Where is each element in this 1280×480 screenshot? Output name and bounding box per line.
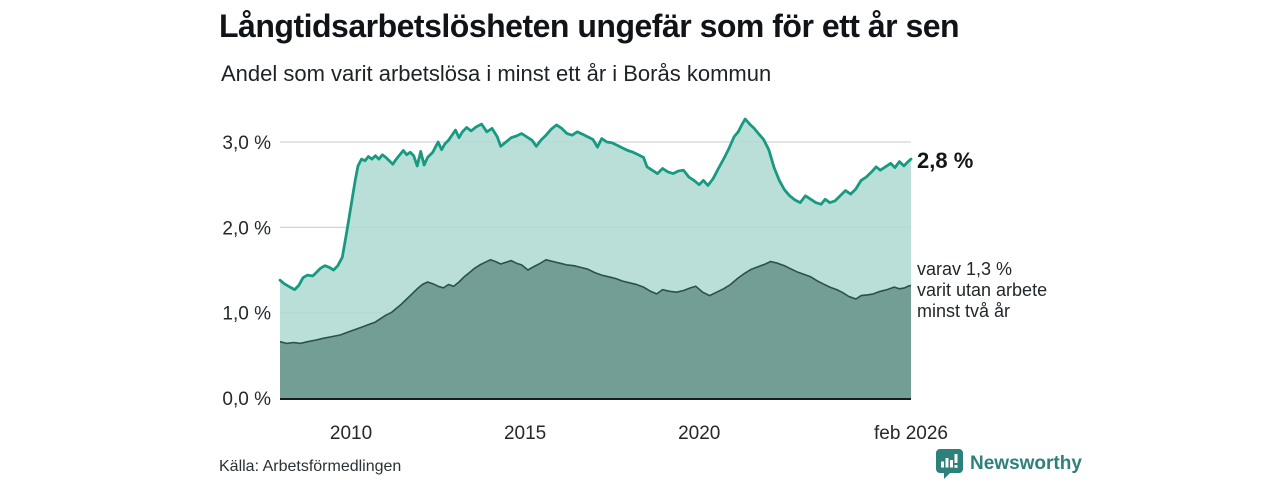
total-line — [278, 117, 913, 291]
total-end-value-label: 2,8 % — [917, 148, 974, 173]
brand-logo: Newsworthy — [936, 449, 1082, 479]
sub-annotation-line-1: varav 1,3 % — [917, 259, 1013, 279]
y-tick-label: 0,0 % — [222, 389, 271, 410]
y-tick-label: 3,0 % — [222, 133, 271, 154]
x-tick-label: 2020 — [678, 423, 720, 444]
page-title: Långtidsarbetslösheten ungefär som för e… — [219, 8, 960, 44]
newsworthy-barchart-icon — [936, 449, 963, 479]
two-year-line — [279, 259, 912, 345]
chart-subtitle: Andel som varit arbetslösa i minst ett å… — [221, 61, 772, 86]
x-tick-label: 2010 — [330, 423, 372, 444]
two-year-area-series — [280, 259, 911, 398]
x-tick-label: feb 2026 — [874, 423, 948, 444]
sub-annotation-line-3: minst två år — [917, 301, 1011, 321]
brand-name: Newsworthy — [970, 453, 1082, 474]
sub-annotation-line-2: varit utan arbete — [917, 280, 1048, 300]
y-tick-label: 1,0 % — [222, 304, 271, 325]
x-tick-label: 2015 — [504, 423, 546, 444]
sub-series-annotation: varav 1,3 % varit utan arbete minst två … — [917, 259, 1047, 322]
y-tick-label: 2,0 % — [222, 218, 271, 239]
source-attribution: Källa: Arbetsförmedlingen — [219, 458, 402, 475]
